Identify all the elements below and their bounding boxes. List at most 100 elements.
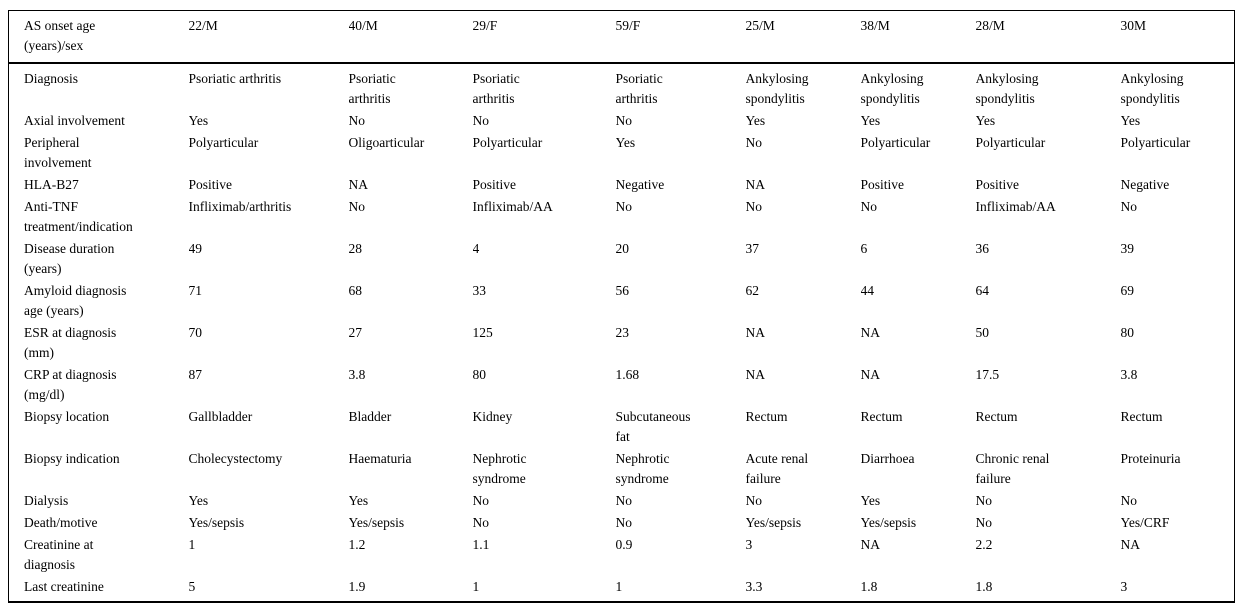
value-cell: Gallbladder bbox=[188, 409, 253, 424]
value-cell: 1.9 bbox=[348, 579, 366, 594]
row-label-cell: Death/motive bbox=[24, 515, 98, 530]
value-cell: Positive bbox=[860, 177, 905, 192]
value-cell: 27 bbox=[348, 325, 363, 340]
header-value-cell: 22/M bbox=[188, 18, 218, 33]
value-cell: Yes bbox=[745, 113, 766, 128]
table-row: Disease duration (years) 49 28 4 20 37 6 36 39 bbox=[9, 238, 1235, 280]
value-cell: Yes/sepsis bbox=[348, 515, 405, 530]
table-body: Diagnosis Psoriatic arthritis Psoriatic ar… bbox=[9, 63, 1235, 602]
value-cell: Negative bbox=[615, 177, 665, 192]
value-cell: Polyarticular bbox=[472, 135, 543, 150]
value-cell: Ankylosing spondylitis bbox=[1120, 71, 1184, 106]
value-cell: 44 bbox=[860, 283, 875, 298]
table-row: HLA-B27 Positive NA Positive Negative NA Posit… bbox=[9, 174, 1235, 196]
value-cell: 69 bbox=[1120, 283, 1135, 298]
value-cell: Infliximab/arthritis bbox=[188, 199, 292, 214]
value-cell: 3.8 bbox=[1120, 367, 1138, 382]
value-cell: 62 bbox=[745, 283, 760, 298]
value-cell: 1.8 bbox=[975, 579, 993, 594]
value-cell: Yes bbox=[348, 493, 369, 508]
value-cell: Polyarticular bbox=[975, 135, 1046, 150]
value-cell: Rectum bbox=[745, 409, 788, 424]
row-label-cell: Dialysis bbox=[24, 493, 69, 508]
row-label-cell: Creatinine at diagnosis bbox=[24, 537, 94, 572]
value-cell: No bbox=[348, 113, 366, 128]
value-cell: No bbox=[615, 493, 633, 508]
value-cell: Infliximab/AA bbox=[975, 199, 1056, 214]
table-row: Biopsy indication Cholecystectomy Haematur… bbox=[9, 448, 1235, 490]
row-label-cell: Axial involvement bbox=[24, 113, 125, 128]
value-cell: Rectum bbox=[975, 409, 1018, 424]
value-cell: 80 bbox=[1120, 325, 1135, 340]
value-cell: 56 bbox=[615, 283, 630, 298]
table-row: Creatinine at diagnosis 1 1.2 1.1 0.9 3 NA 2.2 N… bbox=[9, 534, 1235, 576]
value-cell: No bbox=[745, 135, 763, 150]
table-row: Biopsy location Gallbladder Bladder Kidney S… bbox=[9, 406, 1235, 448]
table-row: Diagnosis Psoriatic arthritis Psoriatic ar… bbox=[9, 63, 1235, 110]
header-row: AS onset age (years)/sex 22/M 40/M 29/F 59/F… bbox=[8, 11, 1235, 63]
patient-characteristics-table: AS onset age (years)/sex 22/M 40/M 29/F 59/F… bbox=[8, 10, 1235, 603]
value-cell: No bbox=[615, 515, 633, 530]
value-cell: NA bbox=[348, 177, 369, 192]
value-cell: Diarrhoea bbox=[860, 451, 915, 466]
value-cell: Yes/sepsis bbox=[860, 515, 917, 530]
row-label-cell: ESR at diagnosis (mm) bbox=[24, 325, 117, 360]
value-cell: 1.1 bbox=[472, 537, 490, 552]
value-cell: NA bbox=[745, 177, 766, 192]
row-label-cell: Disease duration (years) bbox=[24, 241, 115, 276]
value-cell: 6 bbox=[860, 241, 868, 256]
value-cell: Polyarticular bbox=[1120, 135, 1191, 150]
value-cell: No bbox=[745, 493, 763, 508]
table-row: Last creatinine 5 1.9 1 1 3.3 1.8 1.8 3 bbox=[9, 576, 1235, 602]
header-value-cell: 30M bbox=[1120, 18, 1147, 33]
row-label-cell: Amyloid diagnosis age (years) bbox=[24, 283, 127, 318]
value-cell: No bbox=[975, 515, 993, 530]
row-label-cell: CRP at diagnosis (mg/dl) bbox=[24, 367, 117, 402]
value-cell: Acute renal failure bbox=[745, 451, 809, 486]
value-cell: 1 bbox=[472, 579, 480, 594]
value-cell: No bbox=[1120, 493, 1138, 508]
value-cell: 2.2 bbox=[975, 537, 993, 552]
value-cell: Ankylosing spondylitis bbox=[975, 71, 1039, 106]
value-cell: Kidney bbox=[472, 409, 513, 424]
value-cell: Negative bbox=[1120, 177, 1170, 192]
value-cell: 71 bbox=[188, 283, 203, 298]
header-value-cell: 29/F bbox=[472, 18, 498, 33]
table-row: Death/motive Yes/sepsis Yes/sepsis No No Yes/… bbox=[9, 512, 1235, 534]
value-cell: Yes/CRF bbox=[1120, 515, 1170, 530]
value-cell: 125 bbox=[472, 325, 493, 340]
value-cell: No bbox=[472, 493, 490, 508]
table-row: Axial involvement Yes No No No Yes Yes Yes Yes bbox=[9, 110, 1235, 132]
value-cell: Nephrotic syndrome bbox=[472, 451, 527, 486]
value-cell: 0.9 bbox=[615, 537, 633, 552]
value-cell: NA bbox=[745, 325, 766, 340]
value-cell: Polyarticular bbox=[188, 135, 259, 150]
value-cell: 1.68 bbox=[615, 367, 640, 382]
value-cell: 3.8 bbox=[348, 367, 366, 382]
value-cell: 49 bbox=[188, 241, 203, 256]
value-cell: NA bbox=[860, 537, 881, 552]
value-cell: Chronic renal failure bbox=[975, 451, 1050, 486]
value-cell: NA bbox=[745, 367, 766, 382]
value-cell: 1.8 bbox=[860, 579, 878, 594]
header-label-cell: AS onset age (years)/sex bbox=[24, 18, 96, 53]
header-value-cell: 38/M bbox=[860, 18, 890, 33]
value-cell: No bbox=[472, 515, 490, 530]
value-cell: No bbox=[975, 493, 993, 508]
value-cell: Psoriatic arthritis bbox=[615, 71, 663, 106]
value-cell: 1 bbox=[188, 537, 196, 552]
value-cell: Polyarticular bbox=[860, 135, 931, 150]
table-row: ESR at diagnosis (mm) 70 27 125 23 NA NA 50 80 bbox=[9, 322, 1235, 364]
value-cell: No bbox=[615, 113, 633, 128]
value-cell: Nephrotic syndrome bbox=[615, 451, 670, 486]
value-cell: 20 bbox=[615, 241, 630, 256]
value-cell: 3.3 bbox=[745, 579, 763, 594]
value-cell: 87 bbox=[188, 367, 203, 382]
value-cell: No bbox=[1120, 199, 1138, 214]
value-cell: 50 bbox=[975, 325, 990, 340]
value-cell: Positive bbox=[188, 177, 233, 192]
value-cell: 64 bbox=[975, 283, 990, 298]
row-label-cell: Biopsy indication bbox=[24, 451, 120, 466]
value-cell: 80 bbox=[472, 367, 487, 382]
value-cell: Yes bbox=[188, 113, 209, 128]
